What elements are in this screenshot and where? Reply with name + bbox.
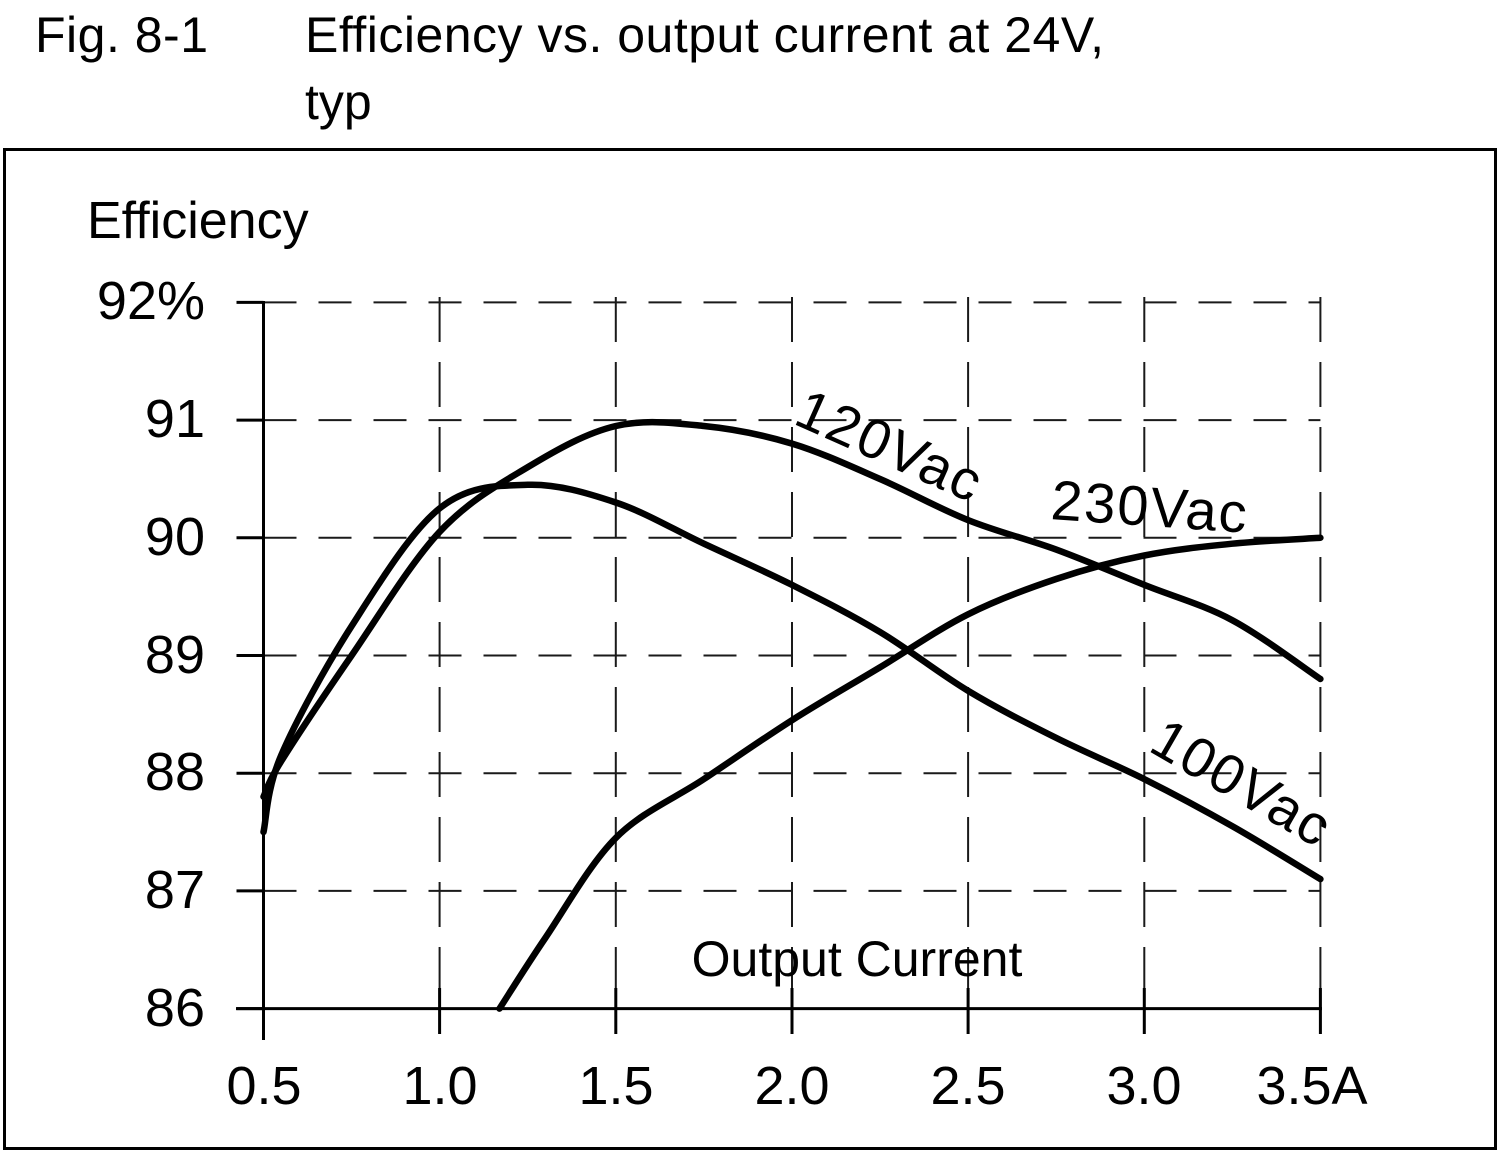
y-tick-label: 86: [144, 978, 205, 1038]
y-tick-label: 87: [144, 860, 205, 920]
x-tick-label: 3.5A: [1256, 1056, 1368, 1116]
figure-title-line1: Efficiency vs. output current at 24V,: [305, 7, 1105, 63]
curve-230vac: [496, 534, 1324, 1012]
x-tick-label: 1.5: [578, 1056, 654, 1116]
x-tick-label: 1.0: [402, 1056, 478, 1116]
y-tick-label: 89: [144, 625, 205, 685]
figure-title-line2: typ: [305, 74, 372, 130]
v-gridlines: [438, 297, 1322, 991]
x-tick-label: 2.0: [754, 1056, 830, 1116]
x-tick-label: 0.5: [226, 1056, 302, 1116]
chart-frame: [3, 148, 1497, 1150]
series-curves: [260, 418, 1324, 1012]
curve-120vac: [260, 418, 1324, 800]
y-axis-title: Efficiency: [87, 192, 309, 250]
x-tick-label: 2.5: [930, 1056, 1006, 1116]
axes: [236, 301, 1322, 1040]
curve-100vac: [260, 481, 1324, 883]
figure-number: Fig. 8-1: [35, 7, 209, 63]
tick-marks: [236, 300, 1322, 1034]
x-tick-label: 3.0: [1106, 1056, 1182, 1116]
x-axis-title: Output Current: [691, 931, 1023, 987]
y-tick-label: 88: [144, 742, 205, 802]
y-tick-label: 92%: [96, 271, 205, 331]
y-tick-label: 91: [144, 389, 205, 449]
y-tick-label: 90: [144, 507, 205, 567]
